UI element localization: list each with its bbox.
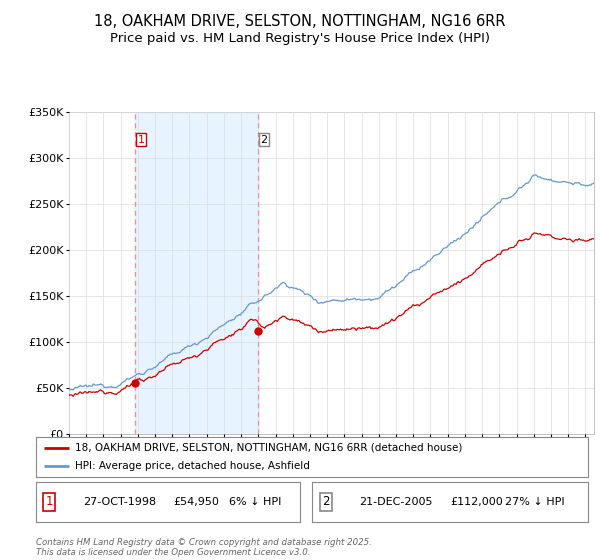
Text: 18, OAKHAM DRIVE, SELSTON, NOTTINGHAM, NG16 6RR: 18, OAKHAM DRIVE, SELSTON, NOTTINGHAM, N… (94, 14, 506, 29)
Text: £112,000: £112,000 (450, 497, 503, 507)
Text: £54,950: £54,950 (173, 497, 219, 507)
Point (130, 379, 140, 388)
Text: Price paid vs. HM Land Registry's House Price Index (HPI): Price paid vs. HM Land Registry's House … (110, 32, 490, 45)
Text: 1: 1 (46, 495, 53, 508)
Text: 27% ↓ HPI: 27% ↓ HPI (505, 497, 565, 507)
Text: 6% ↓ HPI: 6% ↓ HPI (229, 497, 281, 507)
Text: 27-OCT-1998: 27-OCT-1998 (83, 497, 157, 507)
Point (253, 326, 263, 335)
Bar (135, 112, 258, 434)
Text: 1: 1 (137, 134, 145, 144)
Text: HPI: Average price, detached house, Ashfield: HPI: Average price, detached house, Ashf… (74, 461, 310, 471)
Text: Contains HM Land Registry data © Crown copyright and database right 2025.
This d: Contains HM Land Registry data © Crown c… (36, 538, 372, 557)
Text: 2: 2 (322, 495, 329, 508)
Text: 21-DEC-2005: 21-DEC-2005 (359, 497, 433, 507)
Text: 2: 2 (260, 134, 268, 144)
Text: 18, OAKHAM DRIVE, SELSTON, NOTTINGHAM, NG16 6RR (detached house): 18, OAKHAM DRIVE, SELSTON, NOTTINGHAM, N… (74, 443, 462, 452)
